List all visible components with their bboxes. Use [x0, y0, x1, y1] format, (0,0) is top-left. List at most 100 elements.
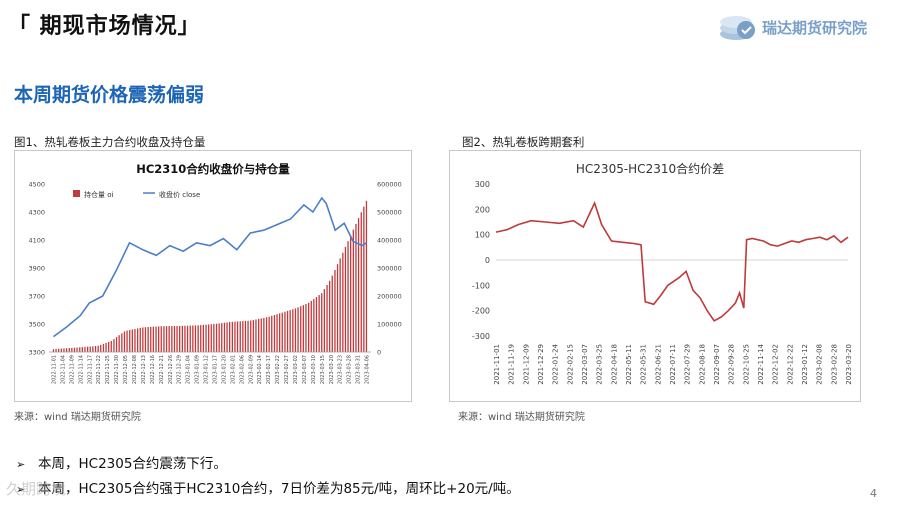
bullet-text: 本周，HC2305合约震荡下行。: [38, 456, 227, 472]
oi-bar: [350, 235, 352, 352]
oi-bar: [294, 308, 297, 352]
oi-bar: [323, 289, 325, 352]
y-right-tick-label: 400000: [377, 237, 402, 245]
oi-bar: [73, 347, 76, 352]
oi-bar: [279, 313, 281, 352]
chart-2-title: HC2305-HC2310合约价差: [576, 161, 724, 176]
chart-1-left-axis: 3300 3500 3700 3900 4100 4300 4500: [28, 181, 45, 357]
oi-bar: [363, 206, 365, 352]
y-left-tick-label: 3900: [28, 265, 45, 273]
oi-bar: [94, 346, 97, 352]
y-left-tick-label: 4500: [28, 181, 45, 189]
oi-bar: [334, 270, 336, 352]
x-tick-label: 2022-06-21: [654, 344, 662, 385]
oi-bar: [226, 322, 228, 352]
oi-bar: [129, 330, 131, 352]
oi-bar: [79, 347, 81, 352]
oi-bar: [126, 330, 128, 352]
oi-bar: [258, 318, 260, 352]
x-tick-label: 2022-08-18: [698, 344, 706, 385]
oi-bar: [58, 348, 60, 352]
oi-bar: [215, 323, 218, 352]
company-logo: 瑞达期货研究院: [716, 8, 886, 44]
oi-bar: [265, 317, 268, 352]
x-tick-label: 2022-12-21: [159, 355, 165, 384]
x-tick-label: 2022-05-11: [625, 344, 633, 385]
x-tick-label: 2022-12-29: [177, 355, 183, 384]
watermark: 久期跨境: [6, 480, 67, 498]
y-left-tick-label: 3500: [28, 321, 45, 329]
chart-1-legend: 持仓量 oi 收盘价 close: [73, 190, 200, 199]
arrow-bullet-icon: ➢: [16, 483, 26, 496]
oi-bar: [292, 309, 294, 352]
oi-bar: [315, 297, 318, 352]
oi-bar: [286, 310, 289, 352]
x-tick-label: 2023-01-17: [212, 355, 218, 384]
oi-bar: [113, 339, 115, 352]
figure-2-caption: 图2、热轧卷板跨期套利: [462, 135, 585, 149]
oi-bar: [318, 295, 320, 352]
oi-bar: [255, 319, 257, 352]
oi-bar: [297, 307, 299, 352]
x-tick-label: 2023-03-28: [347, 355, 353, 384]
y-tick-label: -300: [472, 332, 490, 341]
x-tick-label: 2022-12-22: [786, 344, 794, 385]
oi-bar: [184, 325, 186, 352]
oi-bar: [158, 326, 160, 352]
x-tick-label: 2023-04-06: [365, 355, 371, 384]
oi-bar: [250, 320, 252, 352]
oi-bar: [176, 326, 178, 352]
x-tick-label: 2022-12-13: [141, 355, 147, 384]
oi-bar: [194, 325, 197, 352]
oi-bar: [100, 344, 102, 352]
x-tick-label: 2022-03-25: [596, 344, 604, 385]
oi-bar: [321, 293, 323, 352]
oi-bar: [357, 218, 360, 352]
oi-bar: [210, 324, 212, 352]
oi-bar: [171, 326, 173, 352]
chart-1-oi-bars: [52, 200, 368, 352]
oi-bar: [200, 325, 202, 352]
chart-2-x-axis: 2021-11-01 2021-11-19 2021-12-09 2021-12-29…: [493, 343, 853, 384]
y-tick-label: 100: [475, 231, 490, 240]
oi-bar: [308, 302, 310, 352]
x-tick-label: 2022-12-08: [132, 355, 138, 384]
oi-bar: [131, 329, 133, 352]
oi-bar: [268, 316, 270, 352]
chart-1-frame: HC2310合约收盘价与持仓量 持仓量 oi 收盘价 close 3300 350…: [14, 150, 412, 402]
x-tick-label: 2022-04-18: [610, 344, 618, 385]
source-note-1: 来源：wind 瑞达期货研究院: [14, 412, 141, 423]
y-tick-label: -200: [472, 307, 490, 316]
oi-bar: [223, 322, 226, 352]
x-tick-label: 2022-11-04: [60, 355, 66, 384]
oi-bar: [284, 311, 286, 352]
oi-bar: [289, 310, 291, 352]
x-tick-label: 2022-11-25: [105, 355, 111, 384]
oi-bar: [218, 323, 220, 352]
arrow-bullet-icon: ➢: [16, 458, 26, 471]
coin-stack-icon: [720, 16, 755, 40]
bullet-item-2: ➢ 本周，HC2305合约强于HC2310合约，7日价差为85元/吨，周环比+20…: [16, 477, 520, 497]
y-tick-label: 200: [475, 205, 490, 214]
source-note-2: 来源：wind 瑞达期货研究院: [458, 412, 585, 423]
figure-1-caption: 图1、热轧卷板主力合约收盘及持仓量: [14, 135, 206, 149]
oi-bar: [60, 348, 62, 352]
y-right-tick-label: 200000: [377, 293, 402, 301]
oi-bar: [326, 285, 328, 352]
oi-bar: [236, 321, 239, 352]
x-tick-label: 2022-11-14: [757, 343, 765, 384]
oi-bar: [352, 229, 354, 352]
oi-bar: [168, 326, 170, 352]
x-tick-label: 2023-02-14: [257, 355, 263, 384]
x-tick-label: 2022-01-24: [552, 343, 560, 384]
legend-oi-swatch: [73, 190, 80, 197]
oi-bar: [310, 300, 312, 352]
y-tick-label: 300: [475, 180, 490, 189]
page-title: 「 期现市场情况」: [8, 14, 201, 39]
chart-1-close-line: [53, 196, 367, 338]
oi-bar: [360, 212, 362, 352]
oi-bar: [173, 326, 176, 352]
oi-bar: [302, 305, 304, 352]
x-tick-label: 2022-12-16: [150, 355, 156, 384]
x-tick-label: 2023-03-20: [329, 355, 335, 384]
